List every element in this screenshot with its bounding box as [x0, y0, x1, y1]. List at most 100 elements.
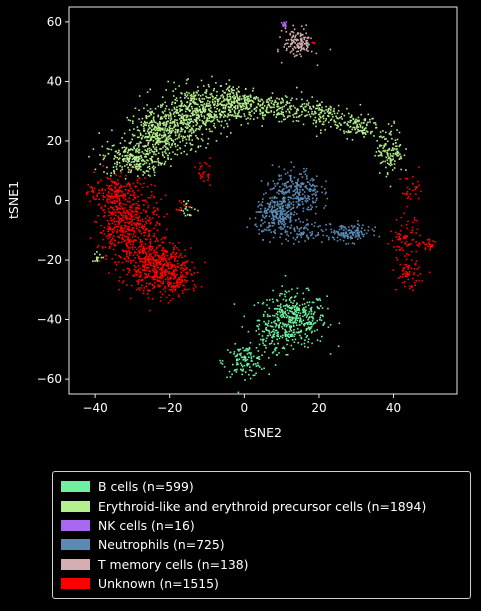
scatter-point	[256, 106, 258, 109]
scatter-point	[297, 200, 300, 203]
scatter-point	[324, 188, 326, 190]
scatter-point	[149, 88, 151, 91]
scatter-point	[216, 90, 218, 93]
scatter-point	[223, 92, 225, 94]
scatter-point	[418, 184, 420, 187]
scatter-point	[375, 126, 378, 129]
scatter-point	[389, 153, 392, 155]
scatter-point	[284, 183, 286, 185]
scatter-point	[315, 52, 318, 55]
scatter-point	[287, 323, 290, 326]
scatter-point	[283, 199, 286, 202]
scatter-point	[184, 255, 186, 257]
scatter-point	[329, 119, 332, 122]
scatter-point	[226, 88, 228, 91]
scatter-point	[228, 89, 230, 92]
series-points	[277, 24, 332, 66]
scatter-point	[286, 102, 289, 104]
scatter-point	[164, 107, 167, 110]
scatter-point	[130, 228, 133, 231]
scatter-point	[182, 135, 185, 138]
scatter-point	[238, 348, 240, 351]
scatter-point	[279, 190, 282, 193]
scatter-point	[265, 209, 268, 212]
scatter-point	[156, 222, 159, 225]
scatter-point	[192, 113, 194, 115]
scatter-point	[286, 186, 288, 188]
scatter-point	[191, 144, 194, 146]
scatter-point	[320, 314, 322, 317]
scatter-point	[284, 323, 286, 325]
scatter-point	[238, 350, 240, 352]
scatter-point	[199, 95, 202, 97]
scatter-point	[147, 174, 150, 176]
scatter-point	[314, 185, 316, 188]
scatter-point	[154, 107, 157, 110]
scatter-point	[129, 243, 132, 246]
scatter-point	[148, 147, 151, 150]
scatter-point	[142, 261, 145, 264]
scatter-point	[156, 122, 159, 125]
scatter-point	[285, 212, 288, 215]
scatter-point	[137, 287, 140, 289]
scatter-point	[173, 111, 176, 114]
scatter-point	[285, 323, 287, 326]
scatter-point	[285, 300, 287, 302]
scatter-point	[153, 267, 156, 269]
scatter-point	[352, 122, 355, 125]
scatter-point	[95, 198, 97, 200]
scatter-point	[144, 135, 147, 138]
scatter-point	[426, 239, 429, 241]
scatter-point	[315, 199, 318, 201]
scatter-point	[111, 180, 113, 182]
scatter-point	[142, 246, 145, 249]
scatter-point	[100, 207, 103, 210]
scatter-point	[103, 226, 106, 229]
scatter-point	[171, 288, 174, 291]
scatter-point	[115, 214, 117, 216]
scatter-point	[256, 325, 258, 327]
scatter-point	[310, 188, 312, 191]
scatter-point	[153, 161, 155, 163]
scatter-point	[184, 276, 187, 278]
scatter-point	[163, 116, 165, 118]
scatter-point	[147, 206, 150, 209]
scatter-point	[318, 113, 321, 116]
scatter-point	[389, 162, 392, 164]
scatter-point	[236, 104, 239, 107]
legend-item: Neutrophils (n=725)	[61, 535, 462, 554]
scatter-point	[139, 259, 142, 261]
scatter-point	[221, 363, 224, 365]
scatter-point	[255, 365, 258, 367]
scatter-point	[170, 158, 172, 160]
scatter-point	[291, 97, 293, 100]
scatter-point	[182, 284, 184, 287]
scatter-point	[184, 94, 186, 97]
scatter-point	[294, 112, 296, 115]
scatter-point	[392, 143, 395, 146]
scatter-point	[128, 190, 131, 192]
scatter-point	[252, 101, 255, 104]
scatter-point	[120, 231, 123, 233]
scatter-point	[259, 113, 261, 115]
scatter-point	[289, 45, 292, 48]
scatter-point	[171, 297, 174, 300]
scatter-point	[189, 149, 192, 151]
scatter-point	[162, 250, 165, 252]
scatter-point	[252, 355, 255, 358]
scatter-point	[104, 196, 106, 198]
scatter-point	[159, 129, 162, 132]
scatter-point	[185, 119, 187, 121]
scatter-point	[230, 88, 233, 90]
scatter-point	[140, 232, 142, 235]
scatter-point	[274, 364, 277, 366]
scatter-point	[276, 200, 279, 203]
scatter-point	[304, 115, 306, 117]
scatter-point	[282, 228, 284, 230]
scatter-point	[281, 311, 283, 313]
scatter-point	[134, 157, 136, 159]
scatter-point	[135, 210, 137, 213]
scatter-point	[156, 129, 159, 132]
scatter-point	[279, 294, 281, 297]
scatter-point	[115, 189, 118, 191]
